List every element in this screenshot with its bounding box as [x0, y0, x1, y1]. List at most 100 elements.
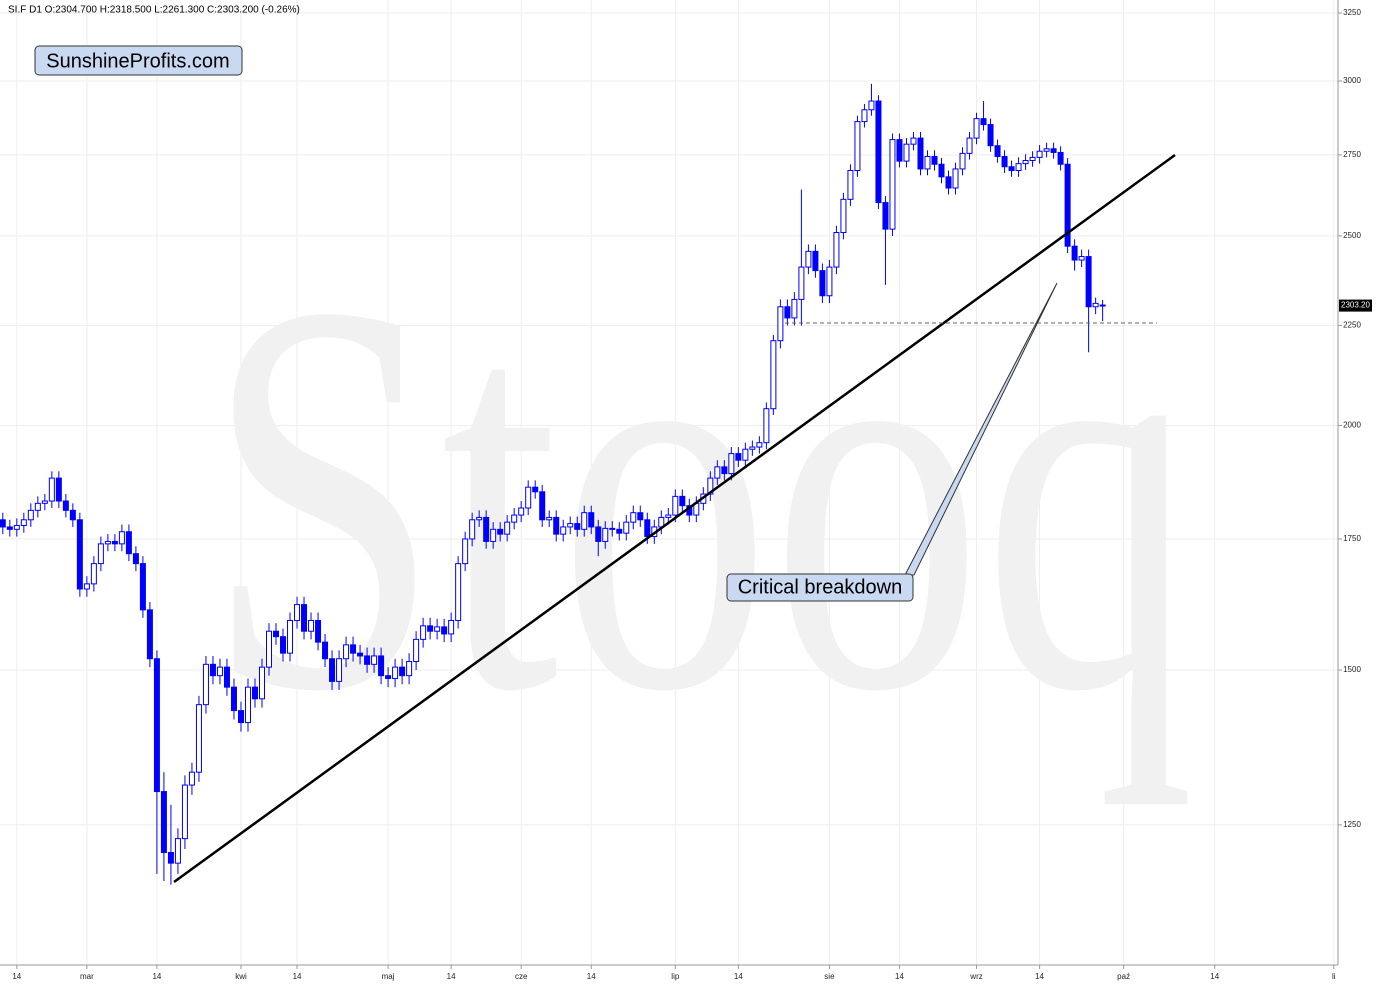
- candle-body: [672, 495, 679, 516]
- candle-body: [980, 118, 987, 126]
- candle-body: [581, 512, 588, 530]
- candle-body: [392, 666, 399, 680]
- grid: [0, 0, 1338, 965]
- candle-body: [1050, 148, 1057, 153]
- x-tick-label: 14: [293, 972, 302, 981]
- candle-body: [125, 531, 132, 555]
- candle-body: [357, 652, 364, 657]
- candle-body: [427, 625, 434, 632]
- candle-body: [1043, 148, 1050, 152]
- candle-body: [546, 516, 553, 521]
- candle-body: [812, 250, 819, 272]
- candle-body: [777, 306, 784, 342]
- candle-body: [826, 266, 833, 297]
- candle-body: [735, 453, 742, 461]
- candle-body: [532, 486, 539, 493]
- candle-body: [41, 500, 48, 504]
- candle-body: [188, 771, 195, 786]
- candle-body: [679, 495, 686, 507]
- candle-body: [518, 507, 525, 516]
- candle-body: [539, 491, 546, 521]
- y-tick-label: 3000: [1343, 76, 1361, 85]
- candle-body: [273, 630, 280, 638]
- x-tick-label: kwi: [235, 972, 247, 981]
- candle-body: [959, 152, 966, 170]
- candle-body: [181, 784, 188, 840]
- x-tick-label: cze: [515, 972, 528, 981]
- candle-body: [868, 100, 875, 111]
- x-tick-label: paź: [1117, 972, 1130, 981]
- y-tick-label: 1250: [1343, 820, 1361, 829]
- candle-body: [34, 502, 41, 511]
- candle-body: [770, 340, 777, 410]
- candle-body: [945, 176, 952, 189]
- trend-line: [173, 153, 1176, 884]
- x-tick-label: 14: [12, 972, 21, 981]
- candle-body: [798, 266, 805, 300]
- candle-body: [840, 198, 847, 234]
- candle-body: [399, 666, 406, 677]
- candle-body: [1015, 163, 1022, 172]
- candle-body: [476, 516, 483, 521]
- y-tick-label: 2000: [1343, 421, 1361, 430]
- x-tick-label: 14: [1035, 972, 1044, 981]
- candle-body: [237, 710, 244, 724]
- x-tick-label: 14: [1210, 972, 1219, 981]
- candle-body: [966, 137, 973, 154]
- candle-body: [287, 619, 294, 654]
- y-tick-label: 2250: [1343, 321, 1361, 330]
- candle-body: [223, 666, 230, 688]
- candle-body: [111, 540, 118, 545]
- candle-body: [917, 137, 924, 170]
- candle-body: [525, 486, 532, 509]
- candle-body: [413, 638, 420, 663]
- candle-body: [847, 170, 854, 200]
- candle-body: [616, 528, 623, 534]
- candle-body: [266, 630, 273, 668]
- candle-body: [952, 168, 959, 189]
- candle-body: [1064, 163, 1071, 247]
- candle-body: [483, 516, 490, 542]
- candle-body: [721, 466, 728, 475]
- candle-body: [322, 641, 329, 660]
- candle-body: [301, 604, 308, 632]
- candle-body: [371, 655, 378, 665]
- candle-body: [104, 540, 111, 545]
- candle-body: [903, 143, 910, 162]
- candle-body: [644, 519, 651, 538]
- candle-body: [1078, 256, 1085, 261]
- candle-body: [637, 512, 644, 521]
- candle-body: [258, 666, 265, 700]
- candle-body: [560, 526, 567, 535]
- candle-body: [160, 791, 167, 854]
- x-tick-label: 14: [152, 972, 161, 981]
- candle-body: [336, 658, 343, 682]
- logo-box: [34, 45, 243, 76]
- logo: SunshineProfits.com: [46, 50, 229, 72]
- candle-body: [216, 666, 223, 677]
- candle-body: [819, 270, 826, 297]
- candle-body: [83, 583, 90, 590]
- candle-body: [406, 661, 413, 677]
- candle-body: [385, 675, 392, 680]
- candle-body: [27, 509, 34, 521]
- candle-body: [20, 519, 27, 527]
- candle-body: [609, 527, 616, 530]
- candle-body: [1036, 150, 1043, 158]
- candle-body: [0, 519, 6, 528]
- candle-body: [938, 163, 945, 178]
- candle-body: [244, 686, 251, 724]
- candle-body: [511, 514, 518, 523]
- candle-body: [756, 442, 763, 448]
- candle-body: [434, 626, 441, 632]
- candle-body: [97, 543, 104, 565]
- x-tick-label: wrz: [969, 972, 982, 981]
- candle-body: [931, 155, 938, 165]
- candle-body: [132, 553, 139, 565]
- candle-body: [76, 519, 83, 590]
- candle-body: [462, 538, 469, 565]
- callout-box: [726, 573, 914, 602]
- candle-body: [280, 636, 287, 654]
- candle-body: [924, 155, 931, 170]
